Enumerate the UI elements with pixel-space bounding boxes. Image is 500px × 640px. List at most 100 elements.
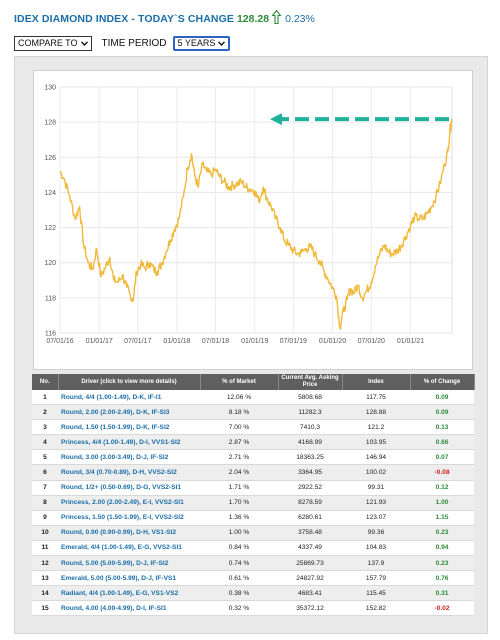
index-value: 123.07 <box>342 510 410 526</box>
row-number: 1 <box>32 390 58 406</box>
table-row[interactable]: 14 Radiant, 4/4 (1.00-1.49), E-G, VS1-VS2… <box>32 585 474 602</box>
y-tick-label: 116 <box>45 331 56 338</box>
table-row[interactable]: 12 Round, 5.00 (5.00-5.99), D-J, IF-SI2 0.… <box>32 555 474 572</box>
table-row[interactable]: 15 Round, 4.00 (4.00-4.99), D-I, IF-SI1 0.… <box>32 600 474 617</box>
market-share: 0.84 % <box>200 540 278 557</box>
driver-link[interactable]: Round, 3.00 (3.00-3.49), D-J, IF-SI2 <box>58 449 200 466</box>
chevron-down-icon <box>218 38 226 49</box>
asking-price: 24827.92 <box>278 570 342 587</box>
percent-change: 0.23 <box>410 555 474 572</box>
row-number: 6 <box>32 464 58 481</box>
table-row[interactable]: 1 Round, 4/4 (1.00-1.49), D-K, IF-I1 12.06… <box>32 390 474 406</box>
percent-change: 0.76 <box>410 570 474 587</box>
table-row[interactable]: 13 Emerald, 5.00 (5.00-5.99), D-J, IF-VS1… <box>32 570 474 587</box>
row-number: 14 <box>32 585 58 602</box>
y-tick-label: 130 <box>44 85 56 92</box>
asking-price: 7410.3 <box>278 419 342 436</box>
market-share: 2.71 % <box>200 449 278 466</box>
x-tick-label: 01/01/18 <box>163 338 190 345</box>
row-number: 5 <box>32 449 58 466</box>
asking-price: 8278.59 <box>278 495 342 511</box>
row-number: 9 <box>32 510 58 526</box>
asking-price: 35372.12 <box>278 600 342 617</box>
index-value: 121.93 <box>342 495 410 511</box>
x-tick-label: 07/01/16 <box>46 338 73 345</box>
driver-link[interactable]: Princess, 1.50 (1.50-1.99), E-I, VVS2-SI… <box>58 510 200 526</box>
index-chart-svg: 116 118 120 122 124 126 128 130 07/01/16 01/01/1… <box>44 85 453 345</box>
driver-link[interactable]: Round, 1/2+ (0.50-0.69), D-G, VVS2-SI1 <box>58 480 200 496</box>
market-share: 12.06 % <box>200 390 278 406</box>
index-value: 146.94 <box>342 449 410 466</box>
index-value: 104.83 <box>342 540 410 557</box>
y-tick-label: 122 <box>44 225 56 232</box>
driver-link[interactable]: Round, 3/4 (0.70-0.89), D-H, VVS2-SI2 <box>58 464 200 481</box>
driver-link[interactable]: Princess, 2.00 (2.00-2.49), E-I, VVS2-SI… <box>58 495 200 511</box>
page-header: IDEX DIAMOND INDEX - TODAY`S CHANGE 128.… <box>14 9 315 29</box>
time-period-select[interactable]: 5 YEARS <box>172 36 231 51</box>
driver-link[interactable]: Radiant, 4/4 (1.00-1.49), E-G, VS1-VS2 <box>58 585 200 602</box>
x-tick-label: 07/01/17 <box>124 338 151 345</box>
x-tick-label: 07/01/20 <box>358 338 385 345</box>
driver-link[interactable]: Emerald, 5.00 (5.00-5.99), D-J, IF-VS1 <box>58 570 200 587</box>
percent-change: 0.23 <box>410 525 474 541</box>
table-row[interactable]: 3 Round, 1.50 (1.50-1.99), D-K, IF-SI2 7.0… <box>32 419 474 436</box>
time-period-value: 5 YEARS <box>177 38 216 48</box>
percent-change: -0.08 <box>410 464 474 481</box>
index-value: 137.9 <box>342 555 410 572</box>
x-tick-label: 01/01/21 <box>397 338 424 345</box>
table-row[interactable]: 8 Princess, 2.00 (2.00-2.49), E-I, VVS2-S… <box>32 495 474 511</box>
asking-price: 4168.99 <box>278 434 342 451</box>
driver-link[interactable]: Emerald, 4/4 (1.00-1.49), E-G, VVS2-SI1 <box>58 540 200 557</box>
driver-link[interactable]: Round, 4.00 (4.00-4.99), D-I, IF-SI1 <box>58 600 200 617</box>
arrow-head-icon <box>270 113 282 126</box>
row-number: 13 <box>32 570 58 587</box>
asking-price: 5808.68 <box>278 390 342 406</box>
table-row[interactable]: 9 Princess, 1.50 (1.50-1.99), E-I, VVS2-S… <box>32 510 474 526</box>
percent-change: -0.02 <box>410 600 474 617</box>
table-row[interactable]: 7 Round, 1/2+ (0.50-0.69), D-G, VVS2-SI1 1… <box>32 480 474 496</box>
y-tick-label: 118 <box>45 295 56 302</box>
table-row[interactable]: 4 Princess, 4/4 (1.00-1.49), D-I, VVS1-SI… <box>32 434 474 451</box>
market-share: 8.18 % <box>200 404 278 421</box>
index-value: 99.36 <box>342 525 410 541</box>
index-value: 121.2 <box>342 419 410 436</box>
market-share: 2.04 % <box>200 464 278 481</box>
chevron-down-icon <box>80 37 88 50</box>
percent-change: 0.09 <box>410 404 474 421</box>
asking-price: 18363.25 <box>278 449 342 466</box>
driver-link[interactable]: Round, 5.00 (5.00-5.99), D-J, IF-SI2 <box>58 555 200 572</box>
index-value: 99.31 <box>342 480 410 496</box>
x-tick-label: 01/01/19 <box>241 338 268 345</box>
compare-to-select[interactable]: COMPARE TO <box>14 36 92 51</box>
table-row[interactable]: 2 Round, 2.00 (2.00-2.49), D-K, IF-SI3 8.1… <box>32 404 474 421</box>
driver-link[interactable]: Round, 1.50 (1.50-1.99), D-K, IF-SI2 <box>58 419 200 436</box>
driver-link[interactable]: Round, 4/4 (1.00-1.49), D-K, IF-I1 <box>58 390 200 406</box>
asking-price: 4683.41 <box>278 585 342 602</box>
table-row[interactable]: 6 Round, 3/4 (0.70-0.89), D-H, VVS2-SI2 2.… <box>32 464 474 481</box>
row-number: 7 <box>32 480 58 496</box>
header-no: No. <box>32 374 59 390</box>
row-number: 2 <box>32 404 58 421</box>
percent-change: 0.09 <box>410 390 474 406</box>
driver-link[interactable]: Round, 0.90 (0.90-0.99), D-H, VS1-SI2 <box>58 525 200 541</box>
percent-change: 0.12 <box>410 480 474 496</box>
table-row[interactable]: 10 Round, 0.90 (0.90-0.99), D-H, VS1-SI2 1… <box>32 525 474 541</box>
driver-link[interactable]: Round, 2.00 (2.00-2.49), D-K, IF-SI3 <box>58 404 200 421</box>
asking-price: 25869.73 <box>278 555 342 572</box>
percent-change: 0.07 <box>410 449 474 466</box>
table-row[interactable]: 11 Emerald, 4/4 (1.00-1.49), E-G, VVS2-SI… <box>32 540 474 557</box>
row-number: 8 <box>32 495 58 511</box>
driver-link[interactable]: Princess, 4/4 (1.00-1.49), D-I, VVS1-SI2 <box>58 434 200 451</box>
y-tick-label: 120 <box>44 260 56 267</box>
x-tick-label: 01/01/20 <box>319 338 346 345</box>
percent-change: 1.00 <box>410 495 474 511</box>
table-row[interactable]: 5 Round, 3.00 (3.00-3.49), D-J, IF-SI2 2.7… <box>32 449 474 466</box>
asking-price: 6280.61 <box>278 510 342 526</box>
header-change: % of Change <box>410 374 475 390</box>
row-number: 15 <box>32 600 58 617</box>
market-share: 0.61 % <box>200 570 278 587</box>
y-tick-label: 124 <box>44 190 56 197</box>
up-arrow-icon <box>271 9 282 29</box>
asking-price: 4337.49 <box>278 540 342 557</box>
index-value: 128.88 <box>342 404 410 421</box>
